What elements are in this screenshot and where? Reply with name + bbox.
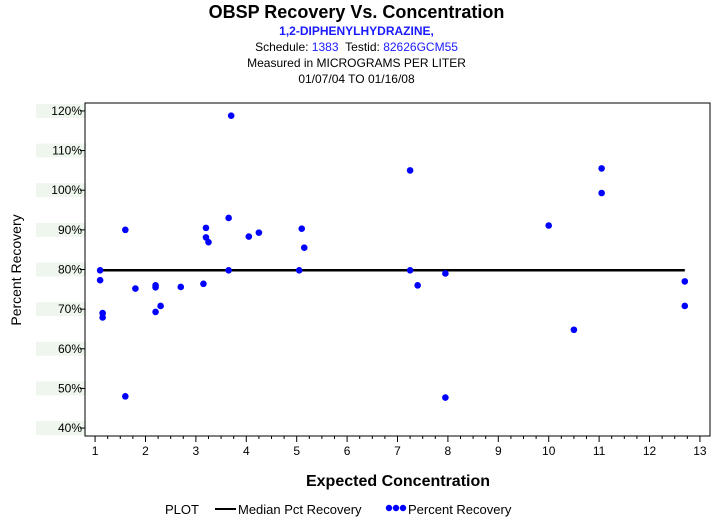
x-axis-label: Expected Concentration <box>306 473 490 490</box>
x-tick-label: 3 <box>193 444 200 458</box>
y-tick-label: 80% <box>58 263 82 277</box>
data-point <box>295 266 303 274</box>
testid-value: 82626GCM55 <box>383 40 458 54</box>
y-tick-label: 90% <box>58 223 82 237</box>
x-tick-label: 7 <box>394 444 401 458</box>
y-tick-band <box>36 103 86 118</box>
data-point <box>122 393 129 400</box>
y-tick-label: 40% <box>58 421 82 435</box>
y-axis-label: Percent Recovery <box>8 214 24 325</box>
x-axis-ticks: 1 2 3 4 5 6 7 8 9 10 11 12 13 <box>92 436 707 458</box>
data-point <box>132 285 139 292</box>
y-tick-band <box>36 183 86 198</box>
legend-prefix: PLOT <box>165 502 199 517</box>
x-tick-label: 11 <box>593 444 606 458</box>
y-tick-band <box>36 143 86 158</box>
data-point <box>225 214 232 222</box>
x-tick-label: 13 <box>693 444 707 458</box>
data-point <box>99 314 106 321</box>
y-tick-band <box>36 302 86 317</box>
schedule-label: Schedule: <box>255 40 309 54</box>
y-tick-label: 50% <box>58 381 82 395</box>
data-point <box>300 244 308 251</box>
x-tick-label: 6 <box>344 444 351 458</box>
y-tick-label: 60% <box>58 342 82 356</box>
x-tick-label: 4 <box>243 444 250 458</box>
data-point <box>152 284 159 291</box>
legend: PLOT Median Pct Recovery Percent Recover… <box>165 502 512 517</box>
data-point <box>227 112 235 119</box>
data-point <box>598 165 605 172</box>
data-point <box>442 270 449 277</box>
y-tick-band <box>36 381 86 396</box>
data-point <box>245 233 253 240</box>
data-point <box>442 394 449 401</box>
y-tick-band <box>36 222 86 237</box>
y-tick-band <box>36 421 86 436</box>
x-tick-label: 12 <box>643 444 657 458</box>
y-tick-label: 100% <box>51 183 82 197</box>
data-point <box>202 224 210 232</box>
x-tick-label: 9 <box>495 444 502 458</box>
x-tick-label: 10 <box>542 444 556 458</box>
legend-point-swatch <box>399 504 407 512</box>
data-point <box>205 238 212 246</box>
data-point <box>200 280 207 288</box>
x-tick-label: 8 <box>445 444 452 458</box>
data-point <box>225 266 232 274</box>
data-point <box>96 276 104 284</box>
y-tick-label: 70% <box>58 302 82 316</box>
schedule-line: Schedule: 1383 Testid: 82626GCM55 <box>0 40 713 54</box>
data-point <box>681 302 689 310</box>
chart-title: OBSP Recovery Vs. Concentration <box>208 2 505 22</box>
y-tick-label: 110% <box>52 144 82 158</box>
y-axis-ticks: 40% 50% 60% 70% 80% 90% 100% 110% 120% <box>51 104 85 435</box>
data-points <box>96 112 689 401</box>
date-range: 01/07/04 TO 01/16/08 <box>298 72 415 86</box>
data-point <box>598 189 605 197</box>
x-tick-label: 5 <box>293 444 300 458</box>
y-tick-band <box>36 262 86 277</box>
data-point <box>545 222 553 229</box>
data-point <box>570 326 578 334</box>
y-tick-bands <box>36 103 86 436</box>
data-point <box>255 229 263 236</box>
compound-name: 1,2-DIPHENYLHYDRAZINE, <box>279 24 434 38</box>
data-point <box>96 266 104 274</box>
y-tick-band <box>36 341 86 356</box>
legend-line-label: Median Pct Recovery <box>238 502 362 517</box>
x-tick-label: 1 <box>92 444 99 458</box>
testid-label: Testid: <box>345 40 380 54</box>
data-point <box>152 308 159 316</box>
schedule-value: 1383 <box>311 40 339 54</box>
legend-point-swatch <box>392 504 400 512</box>
legend-point-swatch <box>385 504 393 512</box>
data-point <box>177 283 185 291</box>
measured-units: Measured in MICROGRAMS PER LITER <box>247 56 466 70</box>
x-tick-label: 2 <box>142 444 149 458</box>
legend-points-label: Percent Recovery <box>408 502 512 517</box>
y-tick-label: 120% <box>51 104 82 118</box>
data-point <box>157 302 164 310</box>
data-point <box>122 226 129 234</box>
data-point <box>298 225 306 232</box>
data-point <box>406 167 414 174</box>
data-point <box>681 278 689 285</box>
data-point <box>406 266 414 274</box>
data-point <box>414 282 421 289</box>
